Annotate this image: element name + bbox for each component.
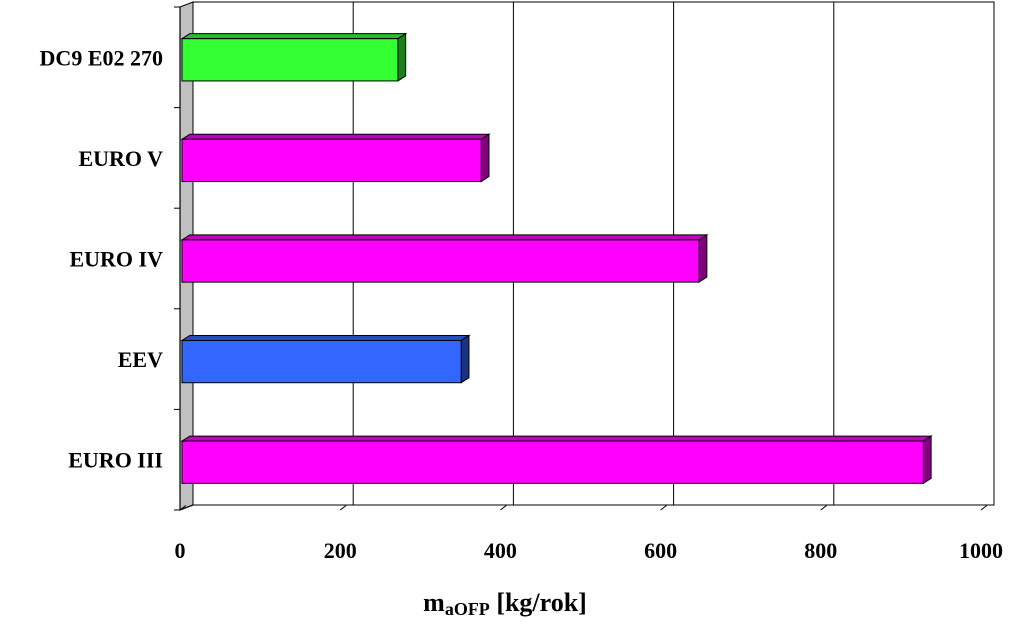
x-tick [660, 505, 667, 511]
category-label: EEV [118, 347, 163, 372]
bars [180, 32, 933, 485]
x-tick-label: 400 [484, 538, 517, 563]
bar-top [180, 234, 709, 241]
x-axis-title: maOFP [kg/rok] [0, 588, 1010, 620]
x-tick [179, 505, 187, 511]
bar [181, 138, 482, 183]
x-tick-label: 1000 [959, 538, 1003, 563]
x-tick-label: 800 [804, 538, 837, 563]
category-label: DC9 E02 270 [40, 45, 163, 70]
x-axis-title-main: m [423, 588, 445, 617]
bar-end [397, 32, 407, 82]
bar-end [922, 435, 932, 485]
x-tick [500, 505, 507, 511]
x-tick [339, 505, 347, 511]
category-label: EURO III [68, 448, 163, 473]
category-label: EURO V [78, 146, 163, 171]
category-label: EURO IV [69, 247, 163, 272]
x-tick-label: 600 [644, 538, 677, 563]
x-tick-label: 200 [324, 538, 357, 563]
x-tick-labels: 0 200 400 600 800 1000 [175, 538, 1004, 563]
bar [181, 239, 700, 283]
bar-top [180, 435, 933, 442]
x-tick-label: 0 [175, 538, 186, 563]
bar-end [698, 233, 708, 284]
bar [181, 440, 924, 484]
x-tick [820, 505, 827, 511]
bar-top [180, 33, 408, 40]
x-axis-title-unit: [kg/rok] [489, 588, 587, 617]
bar [181, 339, 462, 384]
bar [181, 38, 399, 82]
bar-top [180, 133, 491, 140]
axes [174, 6, 994, 511]
bar-top [180, 334, 471, 341]
bar-end [460, 334, 470, 384]
bar-end [480, 133, 490, 183]
category-labels: DC9 E02 270 EURO V EURO IV EEV EURO III [40, 45, 164, 472]
x-tick [980, 505, 988, 511]
x-axis-title-sub: aOFP [444, 599, 490, 619]
x-axis-floor-edge [179, 504, 194, 511]
